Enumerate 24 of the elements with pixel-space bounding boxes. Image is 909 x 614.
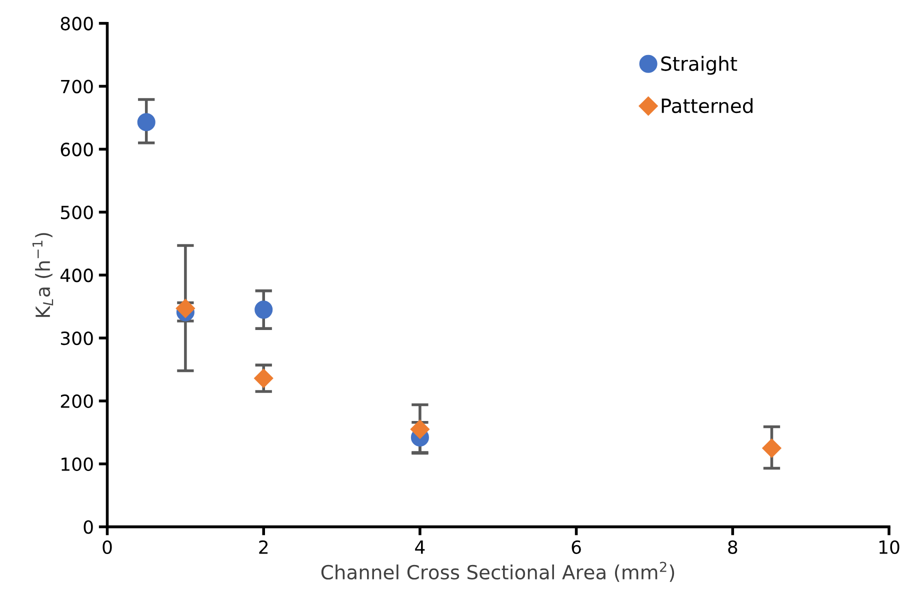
point [762,438,782,458]
y-tick-label: 600 [60,142,93,156]
x-tick-label: 10 [879,540,900,554]
x-tick-label: 6 [572,540,581,554]
x-tick-label: 4 [415,540,425,554]
point [254,368,274,388]
x-tick-label: 0 [102,540,112,554]
point [254,300,273,319]
x-tick-label: 2 [259,540,268,554]
point [137,113,156,132]
y-tick-label: 500 [61,206,93,220]
y-tick-label: 300 [60,331,93,346]
y-axis-title: K$_{L}$a (h$^{−1}$) [32,233,54,317]
y-tick-label: 100 [62,457,93,471]
y-tick-label: 200 [60,394,93,408]
y-tick-label: 400 [60,268,93,282]
y-tick-label: 700 [61,80,93,94]
point [410,420,430,439]
legend-label: Straight [661,56,738,75]
y-tick-label: 0 [84,520,93,534]
y-tick-label: 800 [60,16,93,30]
legend-label: Patterned [662,98,752,114]
x-axis-title: Channel Cross Sectional Area (mm$^{2}$) [321,562,674,582]
x-tick-label: 8 [728,540,738,554]
